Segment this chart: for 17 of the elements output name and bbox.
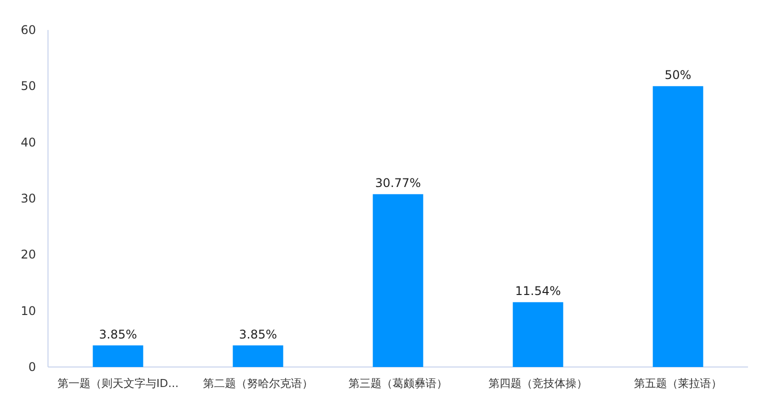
x-tick-label: 第五题（莱拉语） [634,377,722,390]
y-tick-label: 30 [20,192,36,206]
x-tick-label: 第三题（葛颇彝语） [348,377,448,390]
y-tick-label: 0 [28,360,36,374]
data-label: 50% [664,68,692,82]
data-label: 3.85% [98,327,138,342]
data-label: 11.54% [515,284,561,298]
x-tick-label: 第二题（努哈尔克语） [203,377,313,390]
y-tick-label: 40 [20,135,36,150]
y-tick-label: 50 [20,79,36,94]
x-tick-label: 第四题（竞技体操） [488,377,588,390]
data-label: 3.85% [238,327,278,342]
x-tick-label: 第一题（则天文字与ID... [57,377,179,390]
y-tick-label: 20 [20,248,36,262]
y-tick-label: 10 [20,304,36,318]
y-tick-label: 60 [20,23,36,37]
data-label: 30.77% [375,176,421,190]
